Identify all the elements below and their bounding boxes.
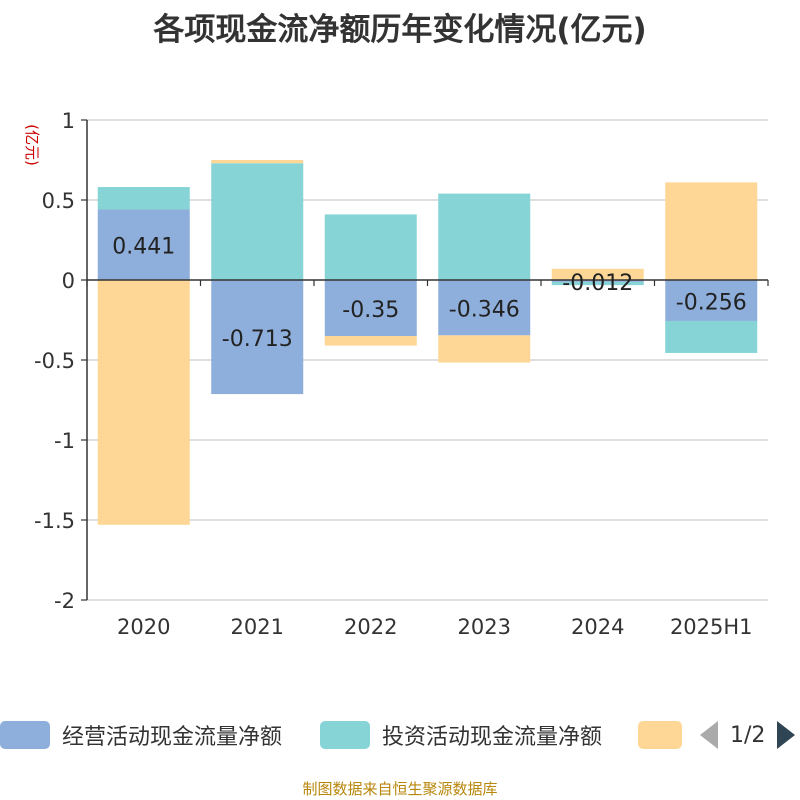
y-tick-label: 0.5 bbox=[42, 189, 75, 213]
data-label: -0.713 bbox=[222, 327, 293, 352]
bar-s0-2021[interactable] bbox=[211, 280, 304, 395]
legend-item-financing[interactable] bbox=[638, 716, 682, 754]
legend-prev-arrow-icon[interactable] bbox=[700, 721, 718, 749]
legend-item-operating[interactable]: 经营活动现金流量净额 bbox=[0, 716, 282, 754]
x-tick-label: 2021 bbox=[231, 615, 284, 639]
bar-s0-2020[interactable] bbox=[97, 209, 190, 280]
legend-label-investing: 投资活动现金流量净额 bbox=[382, 725, 603, 750]
x-tick-label: 2024 bbox=[571, 615, 624, 639]
legend-item-investing[interactable]: 投资活动现金流量净额 bbox=[320, 716, 602, 754]
legend-next-arrow-icon[interactable] bbox=[777, 721, 796, 749]
bar-s1-2025H1[interactable] bbox=[665, 320, 758, 353]
data-label: -0.346 bbox=[449, 298, 520, 323]
data-label: -0.012 bbox=[562, 271, 633, 296]
legend-pager: 1/2 bbox=[700, 716, 796, 754]
data-label: -0.35 bbox=[342, 298, 399, 323]
y-tick-label: -0.5 bbox=[34, 349, 75, 373]
bar-s2-2022[interactable] bbox=[324, 336, 417, 346]
chart-plot: 1 0.5 0 -0.5 -1 -1.5 -2 2020 2021 2022 2023 2024 202… bbox=[23, 109, 769, 639]
y-tick-label: -2 bbox=[54, 589, 75, 613]
data-label: -0.256 bbox=[676, 290, 747, 315]
bar-s2-2020[interactable] bbox=[97, 280, 190, 525]
x-tick-label: 2025H1 bbox=[670, 615, 753, 639]
bar-s0-2022[interactable] bbox=[324, 280, 417, 336]
chart-title: 各项现金流净额历年变化情况(亿元) bbox=[153, 12, 647, 48]
y-axis-label: (亿元) bbox=[23, 124, 41, 166]
bar-s1-2020[interactable] bbox=[97, 187, 190, 210]
bar-s2-2024[interactable] bbox=[551, 268, 644, 280]
x-tick-label: 2023 bbox=[458, 615, 511, 639]
legend-swatch-operating bbox=[0, 721, 50, 749]
legend-swatch-investing bbox=[320, 721, 370, 749]
bar-s1-2021[interactable] bbox=[211, 163, 304, 280]
bar-s2-2025H1[interactable] bbox=[665, 182, 758, 280]
bar-s2-2021[interactable] bbox=[211, 160, 304, 164]
legend-label-operating: 经营活动现金流量净额 bbox=[62, 725, 283, 750]
legend: 经营活动现金流量净额 投资活动现金流量净额 bbox=[0, 716, 800, 754]
source-note: 制图数据来自恒生聚源数据库 bbox=[302, 780, 498, 798]
x-tick-label: 2020 bbox=[117, 615, 170, 639]
data-labels: 0.441 -0.713 -0.35 -0.346 -0.012 -0.256 bbox=[112, 235, 746, 352]
bar-s1-2022[interactable] bbox=[324, 214, 417, 280]
bar-s1-2024[interactable] bbox=[551, 281, 644, 286]
bars bbox=[97, 160, 758, 525]
legend-swatch-financing bbox=[638, 721, 682, 749]
y-tick-label: 0 bbox=[62, 269, 75, 293]
axes: 1 0.5 0 -0.5 -1 -1.5 -2 2020 2021 2022 2023 2024 202… bbox=[34, 109, 769, 639]
gridlines bbox=[87, 119, 768, 601]
bar-s2-2023[interactable] bbox=[438, 335, 531, 363]
bar-s0-2024[interactable] bbox=[551, 280, 644, 282]
x-tick-label: 2022 bbox=[344, 615, 397, 639]
legend-page-indicator: 1/2 bbox=[730, 722, 766, 748]
bar-s1-2023[interactable] bbox=[438, 193, 531, 280]
y-tick-label: -1 bbox=[54, 429, 75, 453]
data-label: 0.441 bbox=[112, 235, 175, 260]
bar-s0-2025H1[interactable] bbox=[665, 280, 758, 321]
bar-s0-2023[interactable] bbox=[438, 280, 531, 336]
y-tick-label: -1.5 bbox=[34, 509, 75, 533]
y-tick-label: 1 bbox=[62, 109, 75, 133]
